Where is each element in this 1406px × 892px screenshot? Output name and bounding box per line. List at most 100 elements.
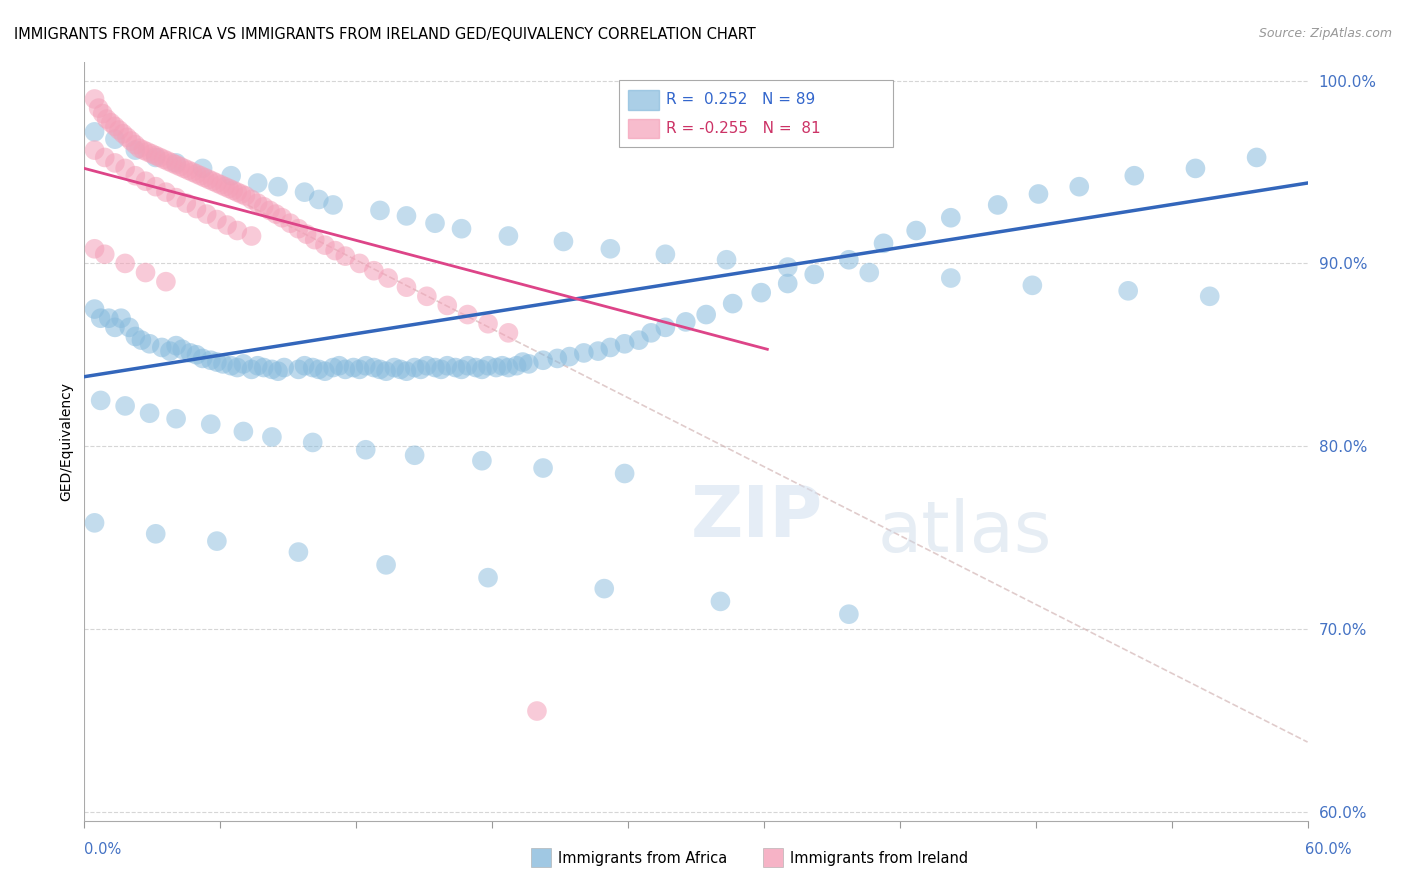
Point <box>108 123 131 137</box>
Point <box>219 169 242 183</box>
Point <box>491 359 513 373</box>
Point <box>349 256 371 270</box>
Point <box>165 158 187 172</box>
Point <box>155 185 177 199</box>
Point <box>457 359 479 373</box>
Point <box>776 260 799 274</box>
Point <box>191 351 214 366</box>
Point <box>246 176 269 190</box>
Point <box>375 558 398 572</box>
Point <box>838 252 860 267</box>
Point <box>124 169 146 183</box>
Point <box>505 359 527 373</box>
Point <box>264 207 287 221</box>
Point <box>271 211 294 225</box>
Point <box>498 360 520 375</box>
Point <box>165 338 187 352</box>
Point <box>423 360 446 375</box>
Point <box>517 357 540 371</box>
Point <box>205 534 228 549</box>
Point <box>593 582 616 596</box>
Point <box>160 156 183 170</box>
Point <box>803 268 825 282</box>
Point <box>721 296 744 310</box>
Point <box>115 130 138 145</box>
Point <box>104 120 127 134</box>
Point <box>124 137 146 152</box>
Point <box>156 154 179 169</box>
Point <box>450 221 472 235</box>
Point <box>349 362 371 376</box>
Point <box>110 311 132 326</box>
Point <box>104 132 127 146</box>
Point <box>205 212 228 227</box>
Point <box>93 151 115 165</box>
Point <box>83 242 105 256</box>
Point <box>354 359 377 373</box>
Point <box>205 176 228 190</box>
Point <box>278 216 301 230</box>
Point <box>776 277 799 291</box>
Point <box>987 198 1010 212</box>
Point <box>273 360 295 375</box>
Point <box>136 145 159 159</box>
Point <box>181 165 204 179</box>
Point <box>553 235 575 249</box>
Point <box>409 362 432 376</box>
Text: IMMIGRANTS FROM AFRICA VS IMMIGRANTS FROM IRELAND GED/EQUIVALENCY CORRELATION CH: IMMIGRANTS FROM AFRICA VS IMMIGRANTS FRO… <box>14 27 756 42</box>
Point <box>1246 151 1268 165</box>
Point <box>375 364 398 378</box>
Point <box>471 454 494 468</box>
Point <box>83 125 105 139</box>
Point <box>138 336 160 351</box>
Text: Immigrants from Africa: Immigrants from Africa <box>558 851 727 865</box>
Point <box>1069 179 1091 194</box>
Point <box>87 101 110 115</box>
Point <box>135 174 157 188</box>
Point <box>395 280 418 294</box>
Point <box>83 143 105 157</box>
Point <box>132 143 155 157</box>
Point <box>342 360 364 375</box>
Point <box>654 247 676 261</box>
Point <box>222 183 245 197</box>
Point <box>335 249 357 263</box>
Y-axis label: GED/Equivalency: GED/Equivalency <box>59 382 73 501</box>
Point <box>450 362 472 376</box>
Point <box>314 364 336 378</box>
Point <box>135 266 157 280</box>
Point <box>526 704 548 718</box>
Point <box>91 106 114 120</box>
Point <box>531 461 554 475</box>
Point <box>675 315 697 329</box>
Point <box>477 359 499 373</box>
Point <box>186 348 208 362</box>
Point <box>226 185 249 199</box>
Point <box>200 353 222 368</box>
Point <box>436 298 458 312</box>
Point <box>226 360 249 375</box>
Point <box>395 364 418 378</box>
Point <box>287 545 309 559</box>
Point <box>124 143 146 157</box>
Point <box>531 353 554 368</box>
Point <box>145 148 167 162</box>
Point <box>159 344 181 359</box>
Point <box>287 221 309 235</box>
Point <box>186 202 208 216</box>
Point <box>212 357 235 371</box>
Point <box>246 196 269 211</box>
Point <box>240 229 263 244</box>
Point <box>363 263 385 277</box>
Point <box>240 193 263 207</box>
Point <box>872 236 894 251</box>
Point <box>716 252 738 267</box>
Point <box>389 362 412 376</box>
Point <box>599 341 621 355</box>
Point <box>96 112 118 126</box>
Point <box>209 178 232 192</box>
Point <box>572 346 595 360</box>
Point <box>145 526 167 541</box>
Point <box>165 191 187 205</box>
Point <box>368 362 391 376</box>
